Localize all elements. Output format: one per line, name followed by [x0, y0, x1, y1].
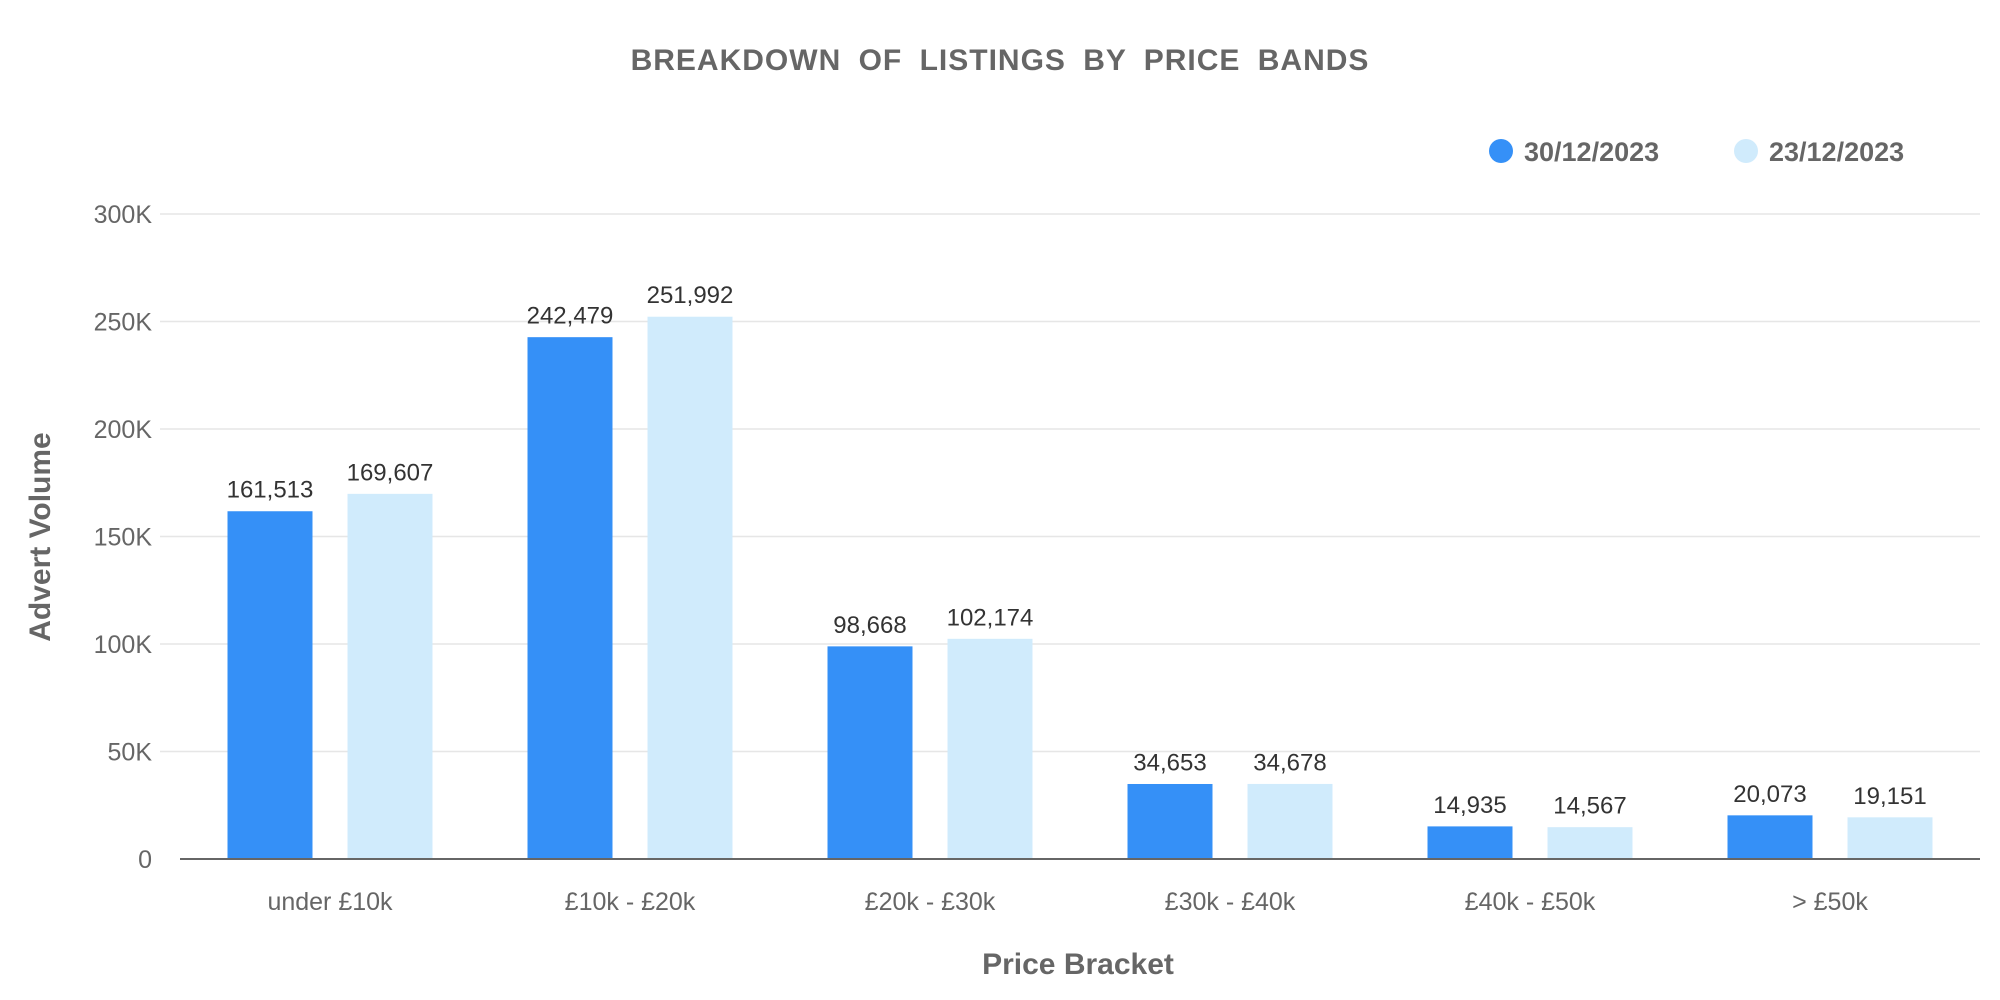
y-tick-label: 200K: [94, 416, 153, 444]
y-axis-ticks: 0 50K 100K 150K 200K 250K 300K: [94, 201, 153, 874]
gridlines: [160, 213, 1980, 753]
legend-marker: [1489, 139, 1513, 163]
bar-series-1[interactable]: [1127, 783, 1213, 860]
bar-series-2[interactable]: [347, 493, 433, 860]
y-tick-label: 250K: [94, 309, 153, 337]
y-tick-label: 100K: [94, 631, 153, 659]
x-axis-ticks: under £10k £10k - £20k £20k - £30k £30k - £…: [267, 888, 1868, 916]
legend[interactable]: 30/12/2023 23/12/2023: [1489, 137, 1904, 167]
bar-series-2[interactable]: [947, 638, 1033, 860]
legend-item[interactable]: 30/12/2023: [1489, 137, 1659, 167]
bar-series-2[interactable]: [1547, 827, 1633, 860]
bar-series-1[interactable]: [1427, 826, 1513, 860]
bar-series-1[interactable]: [227, 511, 313, 860]
x-tick-label: under £10k: [267, 888, 393, 916]
bar-series-1[interactable]: [827, 646, 913, 860]
chart-title: BREAKDOWN OF LISTINGS BY PRICE BANDS: [631, 44, 1370, 77]
bars: [227, 316, 1933, 860]
data-label: 14,567: [1553, 793, 1626, 820]
data-label: 161,513: [227, 477, 314, 504]
x-tick-label: £40k - £50k: [1465, 888, 1596, 916]
data-label: 169,607: [347, 459, 434, 486]
data-labels: 161,513 169,607 242,479 251,992 98,668 102,17…: [227, 282, 1927, 819]
data-label: 34,653: [1133, 749, 1206, 776]
legend-item[interactable]: 23/12/2023: [1734, 137, 1904, 167]
y-axis-title: Advert Volume: [24, 432, 57, 642]
x-tick-label: £20k - £30k: [865, 888, 996, 916]
data-label: 242,479: [527, 303, 614, 330]
legend-marker: [1734, 139, 1758, 163]
data-label: 251,992: [647, 282, 734, 309]
y-tick-label: 300K: [94, 201, 153, 229]
y-tick-label: 150K: [94, 524, 153, 552]
bar-series-1[interactable]: [527, 337, 613, 860]
y-tick-label: 50K: [108, 739, 153, 767]
legend-label: 30/12/2023: [1524, 137, 1659, 167]
data-label: 102,174: [947, 604, 1034, 631]
data-label: 19,151: [1853, 783, 1926, 810]
x-tick-label: £30k - £40k: [1165, 888, 1296, 916]
data-label: 14,935: [1433, 792, 1506, 819]
x-tick-label: £10k - £20k: [565, 888, 696, 916]
x-axis-title: Price Bracket: [982, 948, 1174, 981]
bar-series-2[interactable]: [647, 316, 733, 860]
bar-series-1[interactable]: [1727, 815, 1813, 860]
data-label: 34,678: [1253, 749, 1326, 776]
y-tick-label: 0: [138, 846, 152, 874]
bar-series-2[interactable]: [1247, 783, 1333, 860]
legend-label: 23/12/2023: [1769, 137, 1904, 167]
data-label: 20,073: [1733, 781, 1806, 808]
data-label: 98,668: [833, 612, 906, 639]
x-tick-label: > £50k: [1792, 888, 1868, 916]
bar-series-2[interactable]: [1847, 817, 1933, 860]
